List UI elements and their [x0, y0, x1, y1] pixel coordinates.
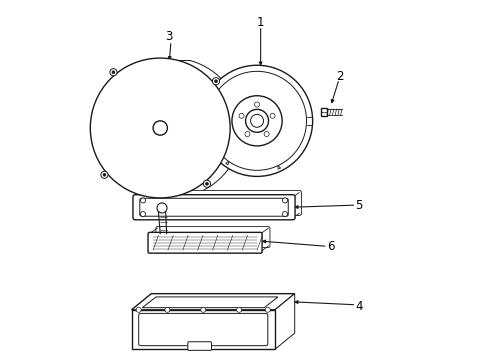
Text: 3: 3	[165, 30, 173, 43]
Circle shape	[103, 174, 106, 176]
Circle shape	[201, 65, 312, 176]
Circle shape	[239, 113, 244, 118]
Text: 1: 1	[256, 16, 264, 29]
Circle shape	[110, 78, 210, 178]
Text: 5: 5	[355, 199, 362, 212]
FancyBboxPatch shape	[139, 190, 301, 216]
Circle shape	[282, 212, 287, 217]
FancyBboxPatch shape	[139, 314, 267, 346]
Circle shape	[265, 307, 270, 312]
FancyBboxPatch shape	[187, 342, 211, 350]
Circle shape	[203, 180, 210, 187]
Text: 6: 6	[326, 240, 334, 253]
Polygon shape	[131, 294, 294, 310]
Circle shape	[146, 114, 174, 141]
Circle shape	[214, 80, 217, 83]
Circle shape	[201, 307, 205, 312]
Circle shape	[212, 78, 219, 85]
Circle shape	[254, 102, 259, 107]
Text: 2: 2	[335, 69, 343, 82]
Circle shape	[140, 212, 145, 217]
FancyBboxPatch shape	[156, 226, 269, 247]
Polygon shape	[142, 297, 278, 308]
Circle shape	[90, 58, 230, 198]
FancyBboxPatch shape	[148, 232, 262, 253]
Circle shape	[207, 71, 306, 170]
Circle shape	[282, 198, 287, 203]
Circle shape	[112, 71, 115, 74]
Circle shape	[245, 109, 268, 132]
Circle shape	[231, 96, 282, 146]
Circle shape	[101, 69, 219, 187]
FancyBboxPatch shape	[133, 195, 294, 220]
Polygon shape	[277, 166, 280, 169]
Circle shape	[269, 113, 275, 118]
Circle shape	[140, 198, 145, 203]
Circle shape	[236, 307, 241, 312]
Polygon shape	[131, 310, 274, 349]
Circle shape	[205, 182, 208, 185]
FancyBboxPatch shape	[320, 108, 326, 116]
Text: 4: 4	[355, 300, 362, 313]
FancyBboxPatch shape	[140, 198, 287, 216]
Circle shape	[153, 121, 167, 135]
Circle shape	[157, 203, 167, 213]
Circle shape	[244, 131, 249, 136]
Circle shape	[250, 114, 263, 127]
Polygon shape	[274, 294, 294, 349]
Circle shape	[101, 171, 108, 179]
Circle shape	[264, 131, 268, 136]
Circle shape	[164, 307, 169, 312]
Circle shape	[153, 121, 167, 135]
Circle shape	[119, 87, 201, 169]
Circle shape	[136, 307, 141, 312]
Circle shape	[110, 69, 117, 76]
Circle shape	[134, 102, 185, 154]
Polygon shape	[225, 161, 228, 165]
